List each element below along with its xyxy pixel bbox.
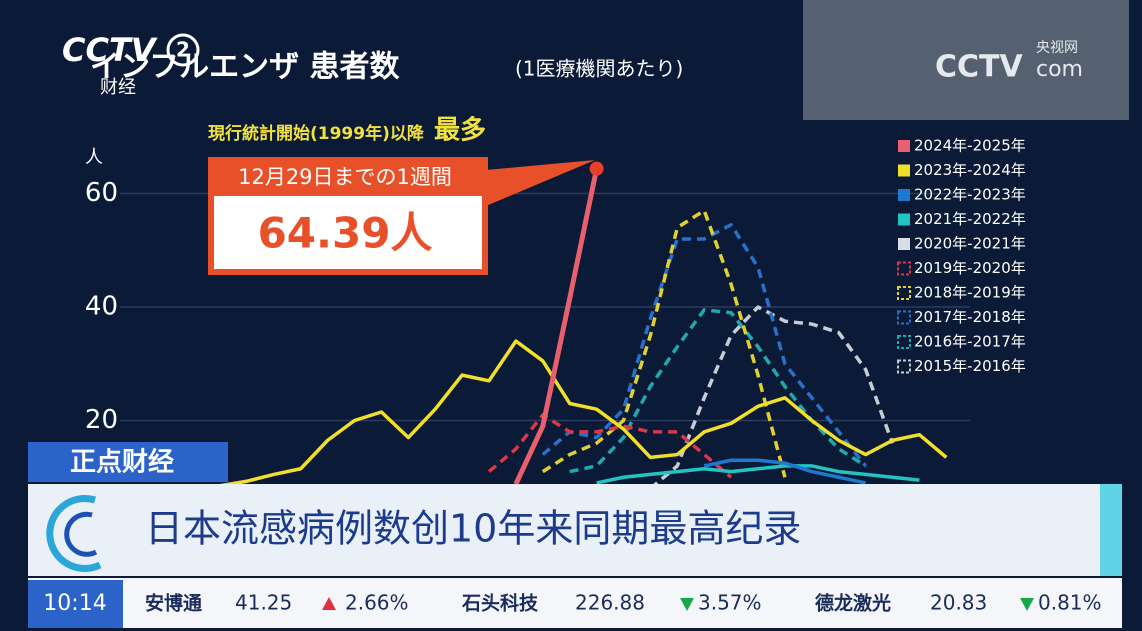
y-tick-label: 20 (85, 405, 118, 435)
data-label: 64.39人 (258, 209, 433, 258)
down-arrow (680, 598, 694, 611)
callout-pointer (486, 160, 595, 206)
corner-logo-box (803, 0, 1129, 120)
stock-price: 41.25 (235, 591, 292, 615)
corner-logo: 央视网 (1036, 40, 1078, 56)
headline: 日本流感病例数创10年来同期最高纪录 (145, 507, 801, 551)
legend-label: 2024年-2025年 (914, 137, 1026, 155)
series-line (596, 464, 920, 485)
legend-label: 2019年-2020年 (914, 259, 1026, 277)
channel-logo: 财经 (100, 77, 136, 98)
legend-label: 2016年-2017年 (914, 333, 1026, 351)
legend-label: 2020年-2021年 (914, 235, 1026, 253)
stock-price: 226.88 (575, 591, 645, 615)
headline-accent (1100, 484, 1122, 576)
chart-subtitle: (1医療機関あたり) (515, 57, 683, 81)
series-line (703, 458, 866, 485)
annotation: 12月29日までの1週間 (238, 165, 452, 189)
series-line (487, 413, 733, 479)
clock: 10:14 (43, 591, 106, 616)
end-point (589, 161, 604, 176)
y-tick-label: 60 (85, 178, 118, 208)
series-line (541, 208, 787, 478)
logo-ring (166, 33, 200, 67)
legend-swatch (898, 213, 910, 226)
chart-title: インフルエンザ 患者数 (90, 50, 401, 85)
corner-logo: com (1036, 57, 1083, 82)
legend-swatch (897, 359, 911, 374)
channel-logo: 2 (176, 38, 190, 62)
legend-swatch (897, 286, 911, 300)
legend-label: 2023年-2024年 (914, 161, 1026, 179)
down-arrow (1020, 598, 1034, 611)
series-line (541, 223, 867, 467)
callout-inner (214, 196, 482, 269)
clock-box (28, 580, 123, 628)
legend-label: 2022年-2023年 (914, 186, 1026, 204)
headline-icon (46, 494, 102, 572)
legend-swatch (898, 189, 910, 201)
stock-change: 0.81% (1038, 591, 1102, 615)
stock-name: 安博通 (145, 592, 203, 615)
y-unit: 人 (85, 147, 103, 168)
program-banner (28, 442, 228, 482)
stock-name: 石头科技 (461, 592, 539, 615)
legend-label: 2015年-2016年 (914, 357, 1026, 375)
stock-price: 20.83 (930, 591, 987, 615)
legend-label: 2021年-2022年 (914, 210, 1026, 228)
series-line (569, 308, 867, 474)
series-line (513, 168, 600, 486)
stock-change: 2.66% (345, 591, 409, 615)
legend-label: 2018年-2019年 (914, 284, 1026, 302)
program-name: 正点财经 (70, 447, 174, 478)
headline-icon (64, 511, 98, 557)
legend-swatch (897, 261, 911, 276)
legend-label: 2017年-2018年 (914, 308, 1026, 326)
annotation: 最多 (434, 116, 486, 146)
legend: 2024年-2025年 2023年-2024年 2022年-2023年 2021年-2… (897, 137, 1026, 375)
up-arrow (322, 597, 336, 610)
legend-swatch (898, 164, 910, 177)
stock-change: 3.57% (698, 591, 762, 615)
series-line (219, 339, 948, 488)
ticker-band (28, 578, 1122, 628)
legend-swatch (898, 238, 910, 250)
channel-logo: CCTV (62, 31, 158, 69)
legend-swatch (897, 310, 911, 325)
annotation: 現行統計開始(1999年)以降 (208, 123, 425, 144)
ticker: 安博通 41.25 2.66% 石头科技 226.88 3.57% 德龙激光 20.83 0.8… (145, 591, 1102, 615)
legend-swatch (898, 140, 910, 152)
y-tick-label: 40 (85, 292, 118, 322)
legend-swatch (897, 335, 911, 349)
corner-logo: CCTV (935, 50, 1023, 85)
headline-band (28, 484, 1122, 576)
stock-name: 德龙激光 (815, 592, 891, 615)
